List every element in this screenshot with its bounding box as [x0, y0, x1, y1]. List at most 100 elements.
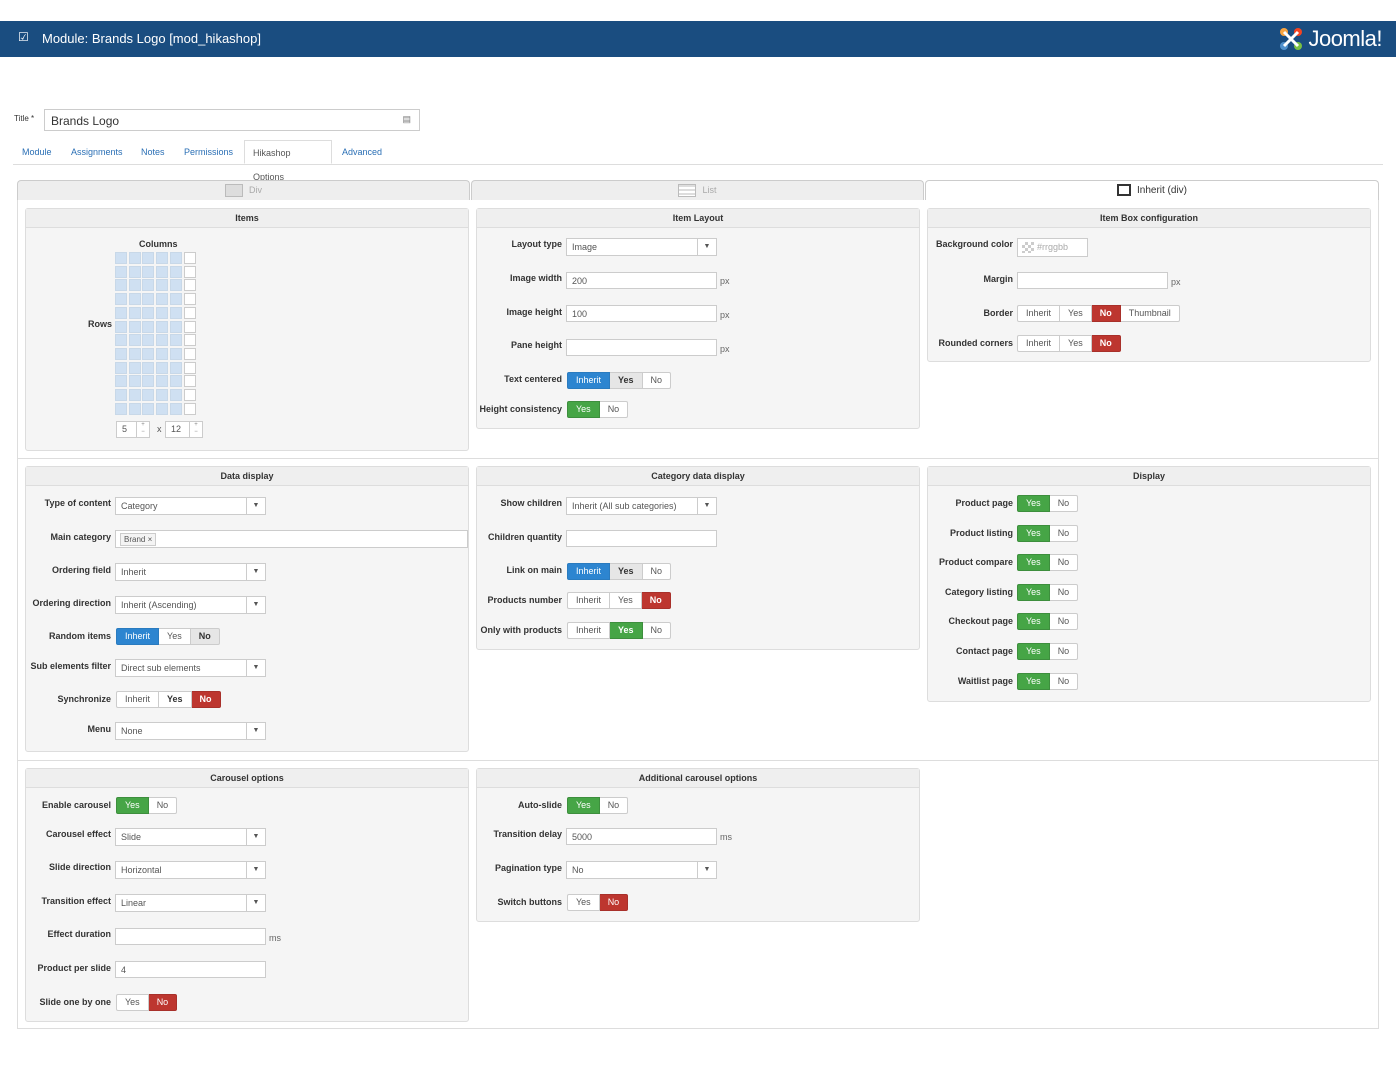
option-inherit[interactable]: Inherit: [567, 563, 611, 580]
tab-module[interactable]: Module: [22, 147, 52, 157]
option-inherit[interactable]: Inherit: [116, 628, 160, 645]
show-children-select[interactable]: Inherit (All sub categories) ▼: [566, 497, 717, 515]
grid-cell[interactable]: [170, 348, 182, 360]
grid-cell[interactable]: [115, 348, 127, 360]
option-yes[interactable]: Yes: [159, 691, 192, 708]
grid-cell[interactable]: [184, 362, 196, 374]
grid-cell[interactable]: [170, 334, 182, 346]
type-of-content-select[interactable]: Category ▼: [115, 497, 266, 515]
grid-cell[interactable]: [129, 293, 141, 305]
tab-advanced[interactable]: Advanced: [342, 147, 383, 157]
option-no[interactable]: No: [599, 401, 629, 418]
grid-cell[interactable]: [156, 389, 168, 401]
grid-cell[interactable]: [129, 389, 141, 401]
grid-cell[interactable]: [156, 375, 168, 387]
option-no[interactable]: No: [599, 797, 629, 814]
remove-tag-icon[interactable]: ×: [147, 535, 153, 544]
grid-cell[interactable]: [156, 403, 168, 415]
grid-cell[interactable]: [156, 321, 168, 333]
grid-cell[interactable]: [115, 266, 127, 278]
carousel-effect-select[interactable]: Slide ▼: [115, 828, 266, 846]
option-no[interactable]: No: [190, 628, 220, 645]
option-yes[interactable]: Yes: [1017, 554, 1050, 571]
option-yes[interactable]: Yes: [567, 401, 600, 418]
title-input[interactable]: Brands Logo ▤: [44, 109, 420, 131]
grid-cell[interactable]: [170, 252, 182, 264]
option-no[interactable]: No: [1049, 525, 1079, 542]
grid-cell[interactable]: [184, 348, 196, 360]
option-no[interactable]: No: [642, 372, 672, 389]
grid-cell[interactable]: [170, 307, 182, 319]
grid-cell[interactable]: [156, 252, 168, 264]
option-inherit[interactable]: Inherit: [116, 691, 160, 708]
option-thumbnail[interactable]: Thumbnail: [1120, 305, 1180, 322]
option-no[interactable]: No: [148, 994, 178, 1011]
option-no[interactable]: No: [1091, 335, 1121, 352]
grid-cell[interactable]: [129, 362, 141, 374]
layout-tab-inherit[interactable]: Inherit (div): [925, 180, 1379, 200]
slide-direction-select[interactable]: Horizontal ▼: [115, 861, 266, 879]
option-no[interactable]: No: [1049, 554, 1079, 571]
grid-cell[interactable]: [129, 334, 141, 346]
grid-cell[interactable]: [156, 307, 168, 319]
option-yes[interactable]: Yes: [116, 994, 149, 1011]
grid-cell[interactable]: [142, 348, 154, 360]
option-no[interactable]: No: [1091, 305, 1121, 322]
grid-cell[interactable]: [142, 252, 154, 264]
grid-cell[interactable]: [142, 375, 154, 387]
option-yes[interactable]: Yes: [1017, 673, 1050, 690]
grid-cell[interactable]: [142, 266, 154, 278]
grid-cell[interactable]: [156, 348, 168, 360]
pagination-type-select[interactable]: No ▼: [566, 861, 717, 879]
grid-cell[interactable]: [129, 307, 141, 319]
option-no[interactable]: No: [1049, 643, 1079, 660]
grid-cell[interactable]: [115, 403, 127, 415]
image-width-input[interactable]: 200: [566, 272, 717, 289]
pane-height-input[interactable]: [566, 339, 717, 356]
option-no[interactable]: No: [641, 592, 671, 609]
grid-cell[interactable]: [170, 362, 182, 374]
grid-cell[interactable]: [156, 362, 168, 374]
effect-duration-input[interactable]: [115, 928, 266, 945]
grid-cell[interactable]: [115, 334, 127, 346]
grid-cell[interactable]: [184, 293, 196, 305]
grid-cell[interactable]: [184, 321, 196, 333]
option-yes[interactable]: Yes: [1017, 495, 1050, 512]
grid-cell[interactable]: [115, 389, 127, 401]
transition-effect-select[interactable]: Linear ▼: [115, 894, 266, 912]
option-yes[interactable]: Yes: [1017, 613, 1050, 630]
layout-type-select[interactable]: Image ▼: [566, 238, 717, 256]
grid-cell[interactable]: [184, 266, 196, 278]
grid-cell[interactable]: [184, 334, 196, 346]
option-yes[interactable]: Yes: [1060, 335, 1092, 352]
grid-cell[interactable]: [156, 279, 168, 291]
grid-cell[interactable]: [184, 389, 196, 401]
grid-cell[interactable]: [142, 279, 154, 291]
grid-cell[interactable]: [184, 252, 196, 264]
grid-cell[interactable]: [129, 348, 141, 360]
grid-cell[interactable]: [184, 279, 196, 291]
spinner-arrows-icon[interactable]: + −: [189, 422, 202, 437]
option-no[interactable]: No: [1049, 584, 1079, 601]
grid-cell[interactable]: [115, 252, 127, 264]
grid-cell[interactable]: [115, 362, 127, 374]
option-yes[interactable]: Yes: [1017, 643, 1050, 660]
grid-cell[interactable]: [129, 403, 141, 415]
rows-stepper[interactable]: 12 + −: [165, 421, 203, 438]
tab-permissions[interactable]: Permissions: [184, 147, 234, 157]
children-quantity-input[interactable]: [566, 530, 717, 547]
option-inherit[interactable]: Inherit: [567, 622, 611, 639]
grid-cell[interactable]: [129, 252, 141, 264]
grid-cell[interactable]: [115, 293, 127, 305]
tab-notes[interactable]: Notes: [141, 147, 165, 157]
grid-cell[interactable]: [184, 307, 196, 319]
columns-stepper[interactable]: 5 + −: [116, 421, 150, 438]
grid-cell[interactable]: [142, 362, 154, 374]
background-color-input[interactable]: #rrggbb: [1017, 238, 1088, 257]
option-no[interactable]: No: [642, 622, 672, 639]
option-yes[interactable]: Yes: [1017, 525, 1050, 542]
grid-cell[interactable]: [170, 375, 182, 387]
ordering-field-select[interactable]: Inherit ▼: [115, 563, 266, 581]
main-category-input[interactable]: Brand ×: [115, 530, 468, 548]
sub-elements-filter-select[interactable]: Direct sub elements ▼: [115, 659, 266, 677]
